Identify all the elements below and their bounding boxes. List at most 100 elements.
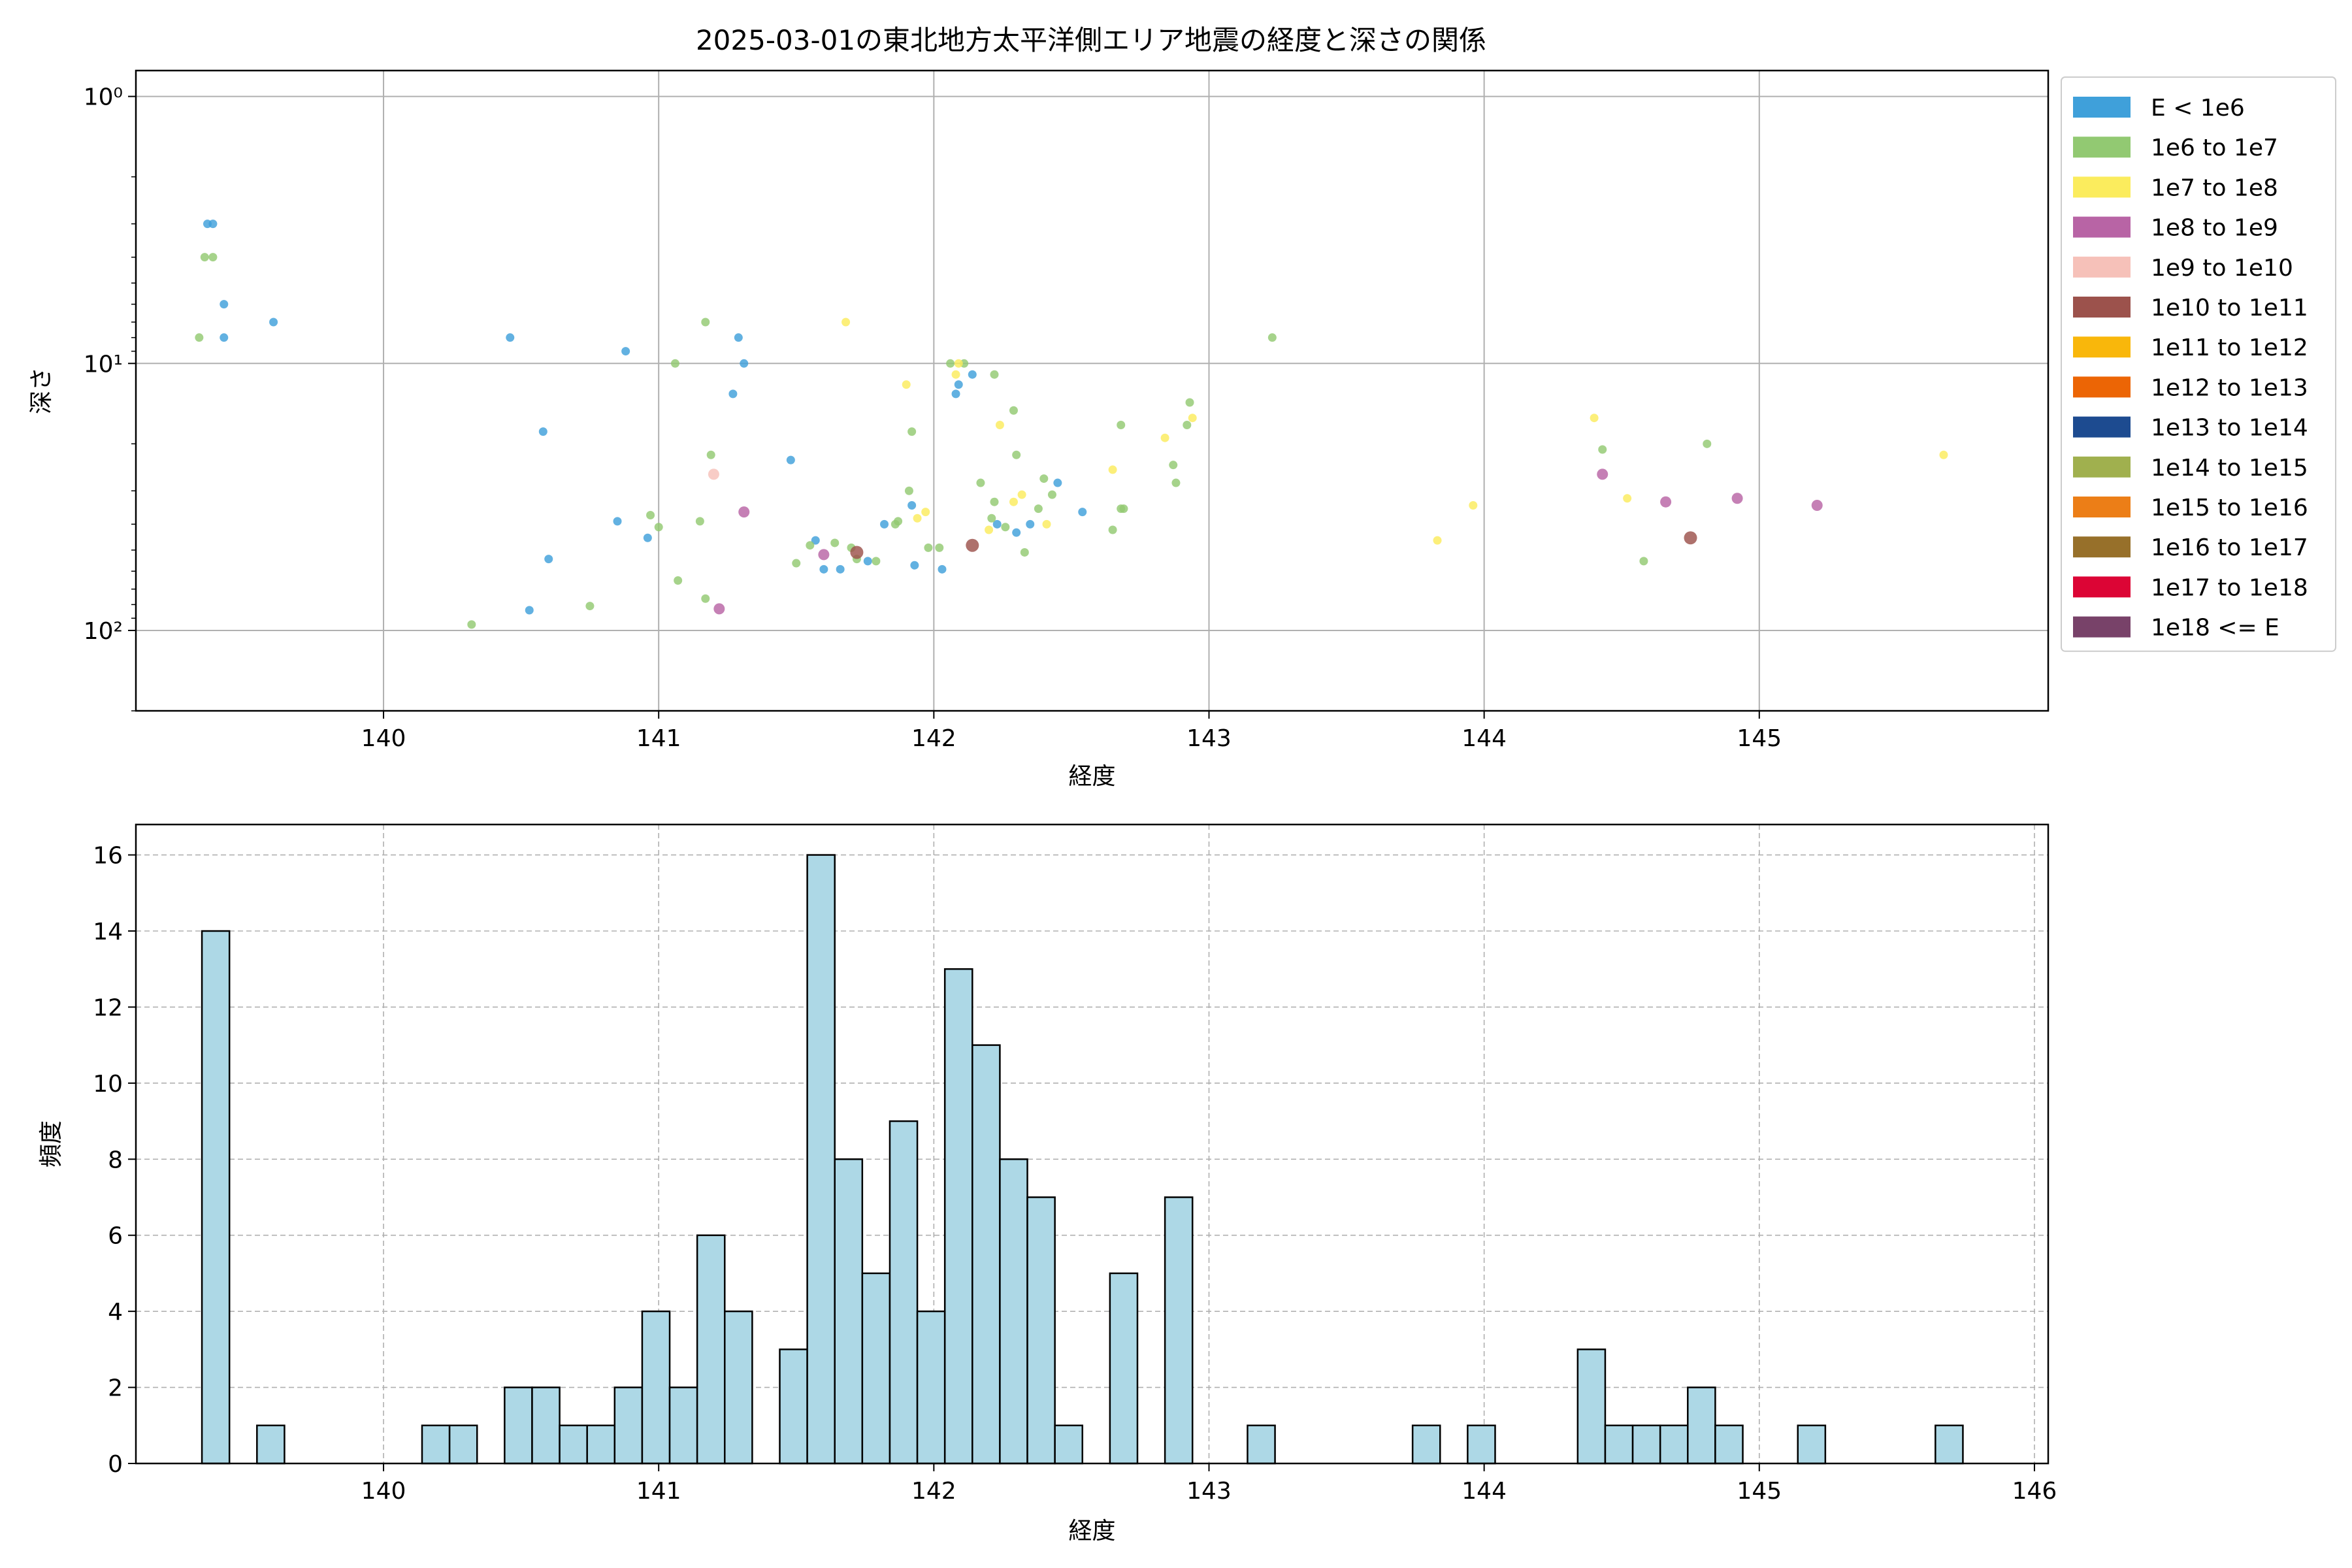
scatter-point (954, 359, 963, 368)
scatter-point (1639, 557, 1648, 566)
scatter-point (966, 538, 979, 552)
scatter-point (907, 500, 917, 510)
scatter-point (1660, 496, 1672, 508)
scatter-point (621, 347, 630, 356)
scatter-point (1811, 499, 1823, 511)
legend-label: 1e9 to 1e10 (2151, 255, 2293, 282)
scatter-point (1117, 420, 1126, 429)
scatter-point (818, 549, 830, 561)
scatter-point (269, 318, 278, 327)
scatter-point (1039, 474, 1049, 483)
scatter-point (1108, 525, 1117, 534)
x-tick-label: 142 (911, 725, 956, 752)
scatter-point (1160, 433, 1169, 442)
legend-label: 1e10 to 1e11 (2151, 295, 2308, 321)
scatter-point (910, 561, 919, 570)
scatter-point (1009, 497, 1018, 506)
x-tick-label: 145 (1737, 725, 1782, 752)
scatter-point (1623, 494, 1632, 503)
scatter-point (907, 427, 917, 436)
scatter-point (734, 333, 743, 342)
histogram-bar (1054, 1424, 1084, 1465)
scatter-point (1684, 531, 1697, 545)
legend-swatch (2073, 376, 2131, 398)
scatter-point (1117, 504, 1126, 514)
y-tick-label: 0 (108, 1451, 123, 1478)
scatter-point (538, 427, 547, 436)
scatter-point (806, 541, 815, 550)
y-tick-label: 4 (108, 1299, 123, 1326)
scatter-x-ticks: 140 141 142 143 144 145 (361, 711, 1782, 752)
histogram-bar (916, 1310, 946, 1465)
scatter-point (786, 455, 795, 465)
x-tick-label: 144 (1462, 725, 1507, 752)
histogram-bar (1687, 1386, 1716, 1465)
scatter-point (951, 370, 960, 379)
scatter-point (902, 380, 911, 389)
y-tick-label: 10⁰ (84, 84, 123, 111)
legend-swatch (2073, 256, 2131, 278)
legend-label: 1e15 to 1e16 (2151, 495, 2308, 521)
scatter-point (995, 420, 1004, 429)
scatter-panel: 140 141 142 143 144 145 10⁰ 10¹ 10² 経度 深さ (28, 69, 2050, 790)
histogram-bar (1797, 1424, 1827, 1465)
scatter-point (954, 380, 963, 389)
legend-swatch (2073, 576, 2131, 598)
scatter-point (1108, 465, 1117, 474)
legend-swatch (2073, 336, 2131, 358)
scatter-point (1185, 398, 1194, 407)
x-tick-label: 141 (636, 725, 681, 752)
histogram-bar (448, 1424, 478, 1465)
legend-label: 1e14 to 1e15 (2151, 455, 2308, 482)
legend-swatch (2073, 616, 2131, 638)
scatter-y-ticks: 10⁰ 10¹ 10² (84, 84, 136, 711)
scatter-point (713, 603, 725, 615)
scatter-point (674, 576, 683, 585)
x-tick-label: 140 (361, 725, 406, 752)
histogram-bar (779, 1348, 808, 1465)
scatter-point (830, 538, 840, 547)
scatter-point (1053, 478, 1062, 487)
chart-title: 2025-03-01の東北地方太平洋側エリア地震の経度と深さの関係 (696, 24, 1486, 56)
scatter-point (195, 333, 204, 342)
legend-box (2061, 76, 2336, 652)
scatter-x-axis-label: 経度 (1068, 763, 1115, 790)
scatter-point (701, 594, 710, 603)
scatter-point (904, 486, 913, 495)
scatter-point (208, 220, 218, 229)
histogram-bar (806, 854, 836, 1465)
histogram-bar (201, 930, 231, 1465)
histogram-bar (861, 1272, 891, 1465)
legend-swatch (2073, 176, 2131, 198)
legend-items: E < 1e6 1e6 to 1e7 1e7 to 1e8 1e8 to 1e9 1e9… (2073, 95, 2308, 642)
scatter-point (880, 519, 889, 529)
scatter-point (1169, 461, 1178, 470)
histogram-bar (1631, 1424, 1661, 1465)
scatter-point (701, 318, 710, 327)
scatter-point (841, 318, 851, 327)
scatter-point (1009, 406, 1018, 415)
scatter-point (695, 517, 704, 526)
legend-label: 1e17 to 1e18 (2151, 574, 2308, 601)
scatter-point (1267, 333, 1277, 342)
scatter-point (613, 517, 622, 526)
scatter-point (1020, 547, 1029, 557)
histogram-x-ticks: 140 141 142 143 144 145 146 (361, 1463, 2057, 1505)
y-tick-label: 12 (93, 994, 123, 1021)
scatter-point (1731, 493, 1743, 504)
histogram-bar (834, 1158, 864, 1465)
legend-swatch (2073, 137, 2131, 158)
y-tick-label: 8 (108, 1147, 123, 1173)
x-tick-label: 143 (1186, 725, 1232, 752)
scatter-plot-frame (135, 69, 2050, 712)
scatter-point (985, 525, 994, 534)
y-tick-label: 10 (93, 1071, 123, 1098)
histogram-bar (1467, 1424, 1496, 1465)
scatter-point (220, 333, 229, 342)
scatter-point (935, 543, 944, 552)
legend-swatch (2073, 536, 2131, 558)
legend-swatch (2073, 497, 2131, 517)
x-tick-label: 143 (1186, 1478, 1232, 1505)
scatter-point (836, 564, 845, 574)
histogram-bar (421, 1424, 451, 1465)
